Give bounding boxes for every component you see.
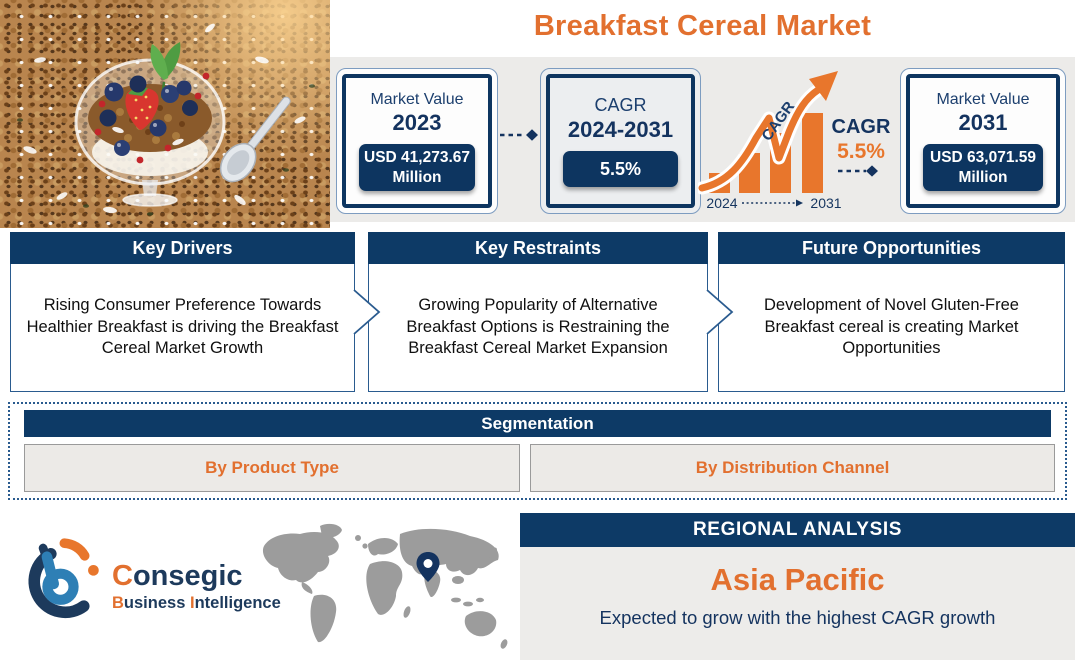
panel-body-text: Rising Consumer Preference Towards Healt… [26,296,339,358]
stat-label: CAGR [594,94,647,115]
panel-title: Future Opportunities [718,232,1065,264]
segmentation-section: Segmentation By Product Type By Distribu… [8,402,1067,500]
brand-name: Consegic [112,560,243,593]
chart-end-year: 2031 [810,195,841,211]
consegic-logo: Consegic Business Intelligence [14,530,281,630]
key-drivers-panel: Key Drivers Rising Consumer Preference T… [10,232,355,392]
stat-value: 5.5% [562,150,679,188]
cereal-bowl-illustration [17,23,315,216]
stat-period: 2024-2031 [567,116,674,142]
cagr-card: CAGR 2024-2031 5.5% [540,68,701,214]
brand-tagline: Business Intelligence [112,593,281,612]
chevron-right-icon [353,289,381,335]
stat-value: USD 41,273.67 Million [358,144,476,191]
panel-title: Key Drivers [10,232,355,264]
location-pin-icon [416,552,440,582]
stat-label: Market Value [936,91,1030,109]
diamond-connector-icon [500,129,538,141]
key-restraints-panel: Key Restraints Growing Popularity of Alt… [368,232,708,392]
stat-value: USD 63,071.59 Million [923,144,1043,191]
panel-title: Key Restraints [368,232,708,264]
market-value-2031-card: Market Value 2031 USD 63,071.59 Million [900,68,1066,214]
page-title: Breakfast Cereal Market [533,10,872,42]
cereal-bowl-photo [0,0,330,228]
region-note: Expected to grow with the highest CAGR g… [599,607,996,628]
chart-cagr-value: 5.5% [837,140,885,163]
chart-start-year: 2024 [706,195,737,211]
regional-analysis-title: REGIONAL ANALYSIS [520,513,1075,547]
regional-analysis-panel: Asia Pacific Expected to grow with the h… [520,547,1075,660]
stat-year: 2031 [958,110,1008,136]
future-opportunities-panel: Future Opportunities Development of Nove… [718,232,1065,392]
chart-cagr-label: CAGR [832,116,891,138]
spoon [219,96,291,183]
stat-year: 2023 [392,110,442,136]
consegic-logo-icon [28,538,99,618]
segment-by-distribution-channel: By Distribution Channel [530,444,1055,492]
panel-body-text: Development of Novel Gluten-Free Breakfa… [764,296,1019,358]
world-map [262,523,508,649]
segment-by-product-type: By Product Type [24,444,520,492]
chevron-right-icon [706,289,734,335]
region-name: Asia Pacific [710,562,885,597]
cagr-growth-chart-icon: CAGR 2024 2031 CAGR 5.5% [698,71,891,211]
panel-body-text: Growing Popularity of Alternative Breakf… [406,296,670,358]
market-value-2023-card: Market Value 2023 USD 41,273.67 Million [336,68,498,214]
segmentation-title: Segmentation [24,410,1051,437]
stat-label: Market Value [370,91,464,109]
